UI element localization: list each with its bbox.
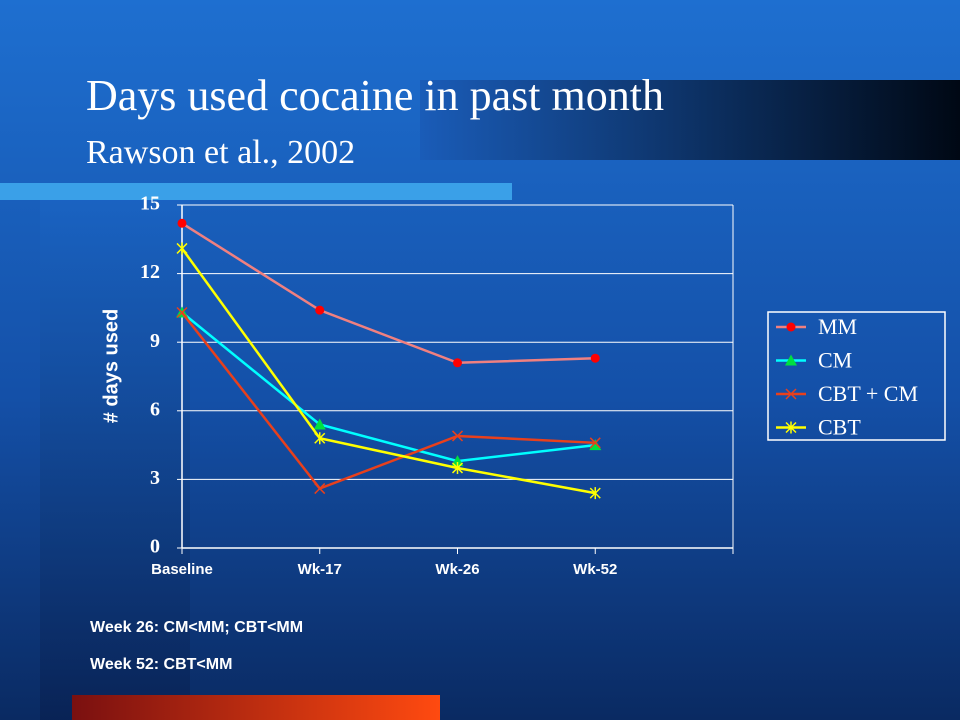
x-tick-label: Wk-26: [435, 561, 479, 578]
marker-triangle: [785, 354, 797, 366]
marker: [451, 455, 464, 467]
marker: [176, 242, 188, 255]
marker: [314, 432, 326, 445]
marker-cross: [785, 421, 797, 434]
marker-dot: [786, 322, 796, 332]
marker-triangle: [313, 418, 326, 430]
x-tick-label: Wk-17: [298, 561, 342, 578]
marker: [785, 354, 797, 366]
marker-dot: [590, 353, 600, 363]
accent-bar: [0, 183, 512, 200]
marker-cross: [451, 430, 464, 442]
marker-dot: [453, 358, 462, 368]
y-tick-label: 15: [140, 193, 160, 215]
marker-cross: [451, 461, 464, 474]
marker-triangle: [451, 455, 464, 467]
y-axis-label: # days used: [100, 309, 122, 424]
marker-dot: [315, 305, 325, 315]
series-line: [181, 222, 596, 365]
marker: [590, 353, 600, 363]
bottom-bar: [72, 695, 440, 720]
marker: [589, 437, 601, 449]
series-line: [180, 247, 596, 495]
chart-title: Days used cocaine in past month: [86, 71, 664, 120]
marker-triangle: [589, 439, 602, 451]
marker: [177, 218, 187, 228]
marker-cross: [176, 242, 188, 255]
x-tick-label: Baseline: [151, 561, 213, 578]
series-line: [181, 311, 596, 491]
legend-label: CM: [818, 348, 852, 373]
x-tick-label: Wk-52: [573, 561, 617, 578]
legend-label: CBT: [818, 415, 861, 440]
marker: [313, 418, 326, 430]
marker-cross: [785, 388, 797, 400]
annotation: Week 52: CBT<MM: [90, 656, 232, 673]
y-tick-label: 9: [150, 330, 160, 352]
y-tick-label: 12: [140, 261, 160, 283]
marker-cross: [314, 483, 326, 495]
marker-dot: [177, 218, 187, 228]
marker: [451, 461, 464, 474]
marker: [176, 306, 188, 319]
marker: [451, 430, 464, 442]
marker: [786, 322, 796, 332]
marker-cross: [314, 432, 326, 445]
marker-cross: [176, 306, 188, 319]
y-tick-label: 6: [150, 398, 160, 420]
y-tick-label: 0: [150, 536, 160, 558]
title-band: [420, 80, 960, 160]
marker-cross: [589, 487, 601, 500]
marker-cross: [589, 437, 601, 449]
chart-subtitle: Rawson et al., 2002: [86, 134, 355, 171]
series-line: [181, 311, 596, 463]
marker: [785, 388, 797, 400]
marker: [453, 358, 462, 368]
side-strip: [40, 200, 190, 720]
legend-label: MM: [818, 314, 857, 339]
marker: [589, 487, 601, 500]
legend-label: CBT + CM: [818, 381, 918, 406]
marker: [314, 483, 326, 495]
marker: [315, 305, 325, 315]
y-tick-label: 3: [150, 467, 160, 489]
annotation: Week 26: CM<MM; CBT<MM: [90, 619, 303, 636]
marker: [589, 439, 602, 451]
marker: [785, 421, 797, 434]
legend-box: [767, 311, 946, 441]
